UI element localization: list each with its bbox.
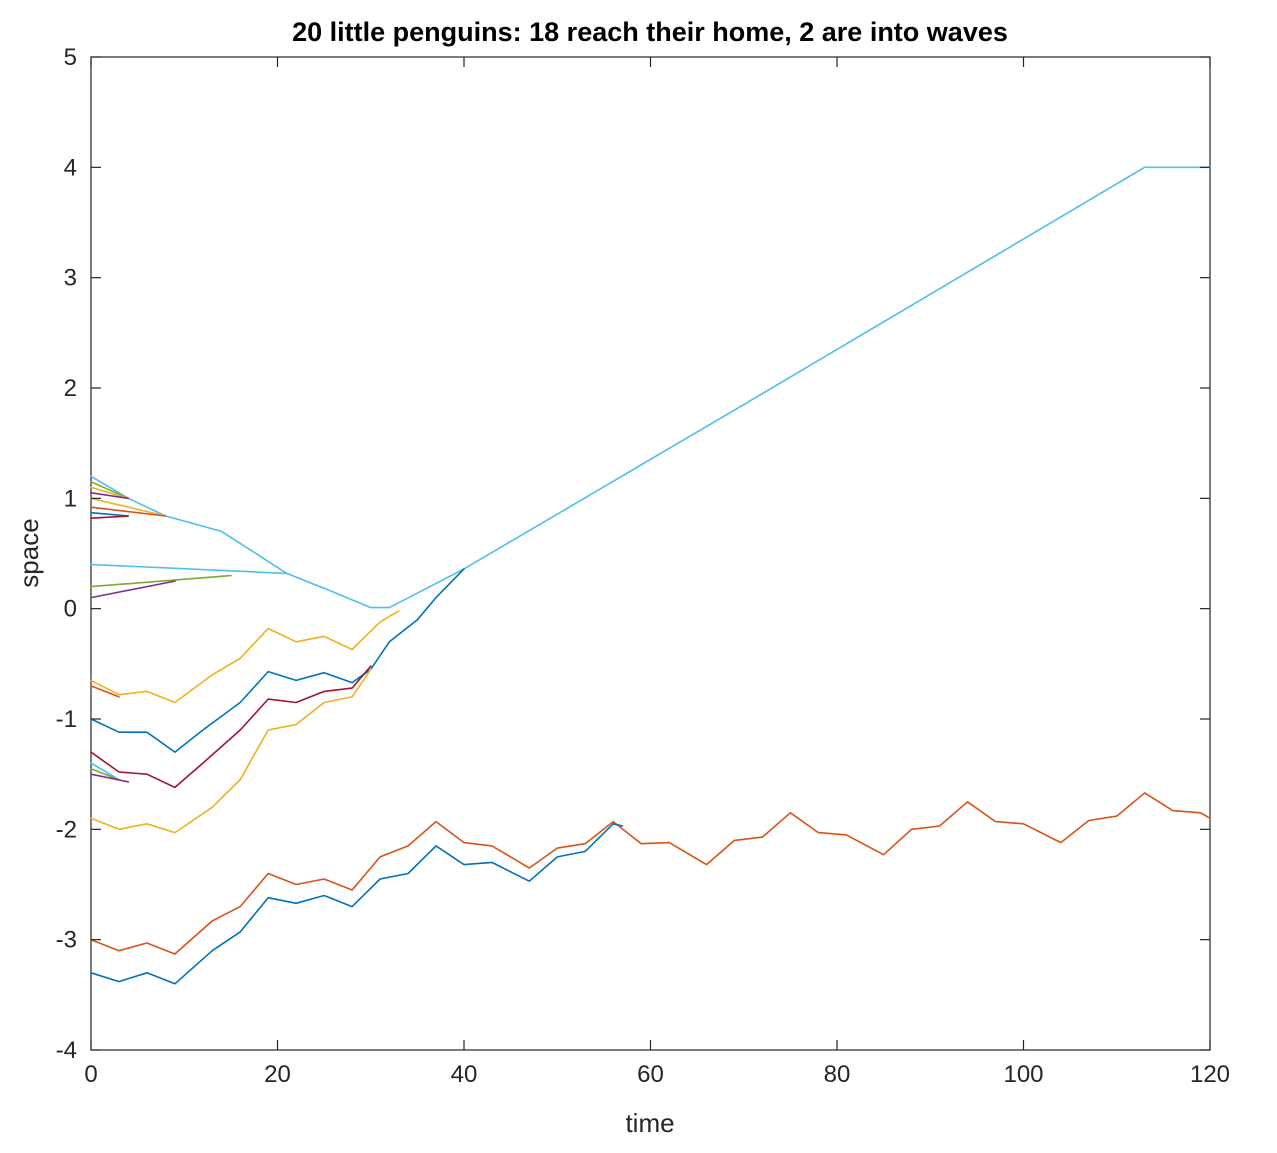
x-tick-label: 120 xyxy=(1190,1061,1230,1088)
series-line-2 xyxy=(90,480,130,500)
series-line-21 xyxy=(90,822,624,985)
y-tick-label: -1 xyxy=(56,706,77,733)
series-line-9 xyxy=(90,563,288,575)
series-line-16 xyxy=(90,762,120,781)
axes-box xyxy=(90,56,1211,1051)
y-tick-label: 0 xyxy=(64,596,77,623)
series-line-3 xyxy=(90,486,130,500)
y-tick-label: 5 xyxy=(64,44,77,71)
series-line-4 xyxy=(90,491,130,500)
series-line-11 xyxy=(90,580,176,599)
y-axis-label: space xyxy=(14,518,44,587)
series-line-18 xyxy=(90,773,130,783)
y-tick-label: -3 xyxy=(56,927,77,954)
series-line-8 xyxy=(90,515,130,520)
series-line-17 xyxy=(90,767,120,781)
series-group xyxy=(90,166,1211,985)
x-tick-label: 0 xyxy=(84,1061,97,1088)
series-line-20 xyxy=(90,792,1211,955)
x-tick-label: 80 xyxy=(824,1061,851,1088)
x-tick-label: 40 xyxy=(451,1061,478,1088)
y-tick-label: 4 xyxy=(64,154,77,181)
x-tick-label: 60 xyxy=(637,1061,664,1088)
series-line-19 xyxy=(90,668,372,834)
plot-area xyxy=(90,56,1211,1051)
x-axis-label: time xyxy=(625,1108,674,1138)
series-line-6 xyxy=(90,506,167,517)
series-line-1 xyxy=(90,166,1211,609)
series-line-14 xyxy=(90,568,465,753)
series-line-7 xyxy=(90,511,130,517)
chart-title: 20 little penguins: 18 reach their home,… xyxy=(292,17,1008,47)
y-axis: -4 -3 -2 -1 0 1 2 3 4 5 xyxy=(56,44,1210,1064)
y-tick-label: 2 xyxy=(64,375,77,402)
y-tick-label: 1 xyxy=(64,485,77,512)
series-line-10 xyxy=(90,574,232,588)
y-tick-label: 3 xyxy=(64,265,77,292)
series-line-15 xyxy=(90,665,372,789)
y-tick-label: -4 xyxy=(56,1037,77,1064)
series-line-5 xyxy=(90,497,167,517)
x-tick-label: 100 xyxy=(1003,1061,1043,1088)
series-line-13 xyxy=(90,685,120,698)
x-axis: 0 20 40 60 80 100 120 xyxy=(84,57,1230,1088)
y-tick-label: -2 xyxy=(56,816,77,843)
series-line-12 xyxy=(90,610,400,704)
x-tick-label: 20 xyxy=(264,1061,291,1088)
